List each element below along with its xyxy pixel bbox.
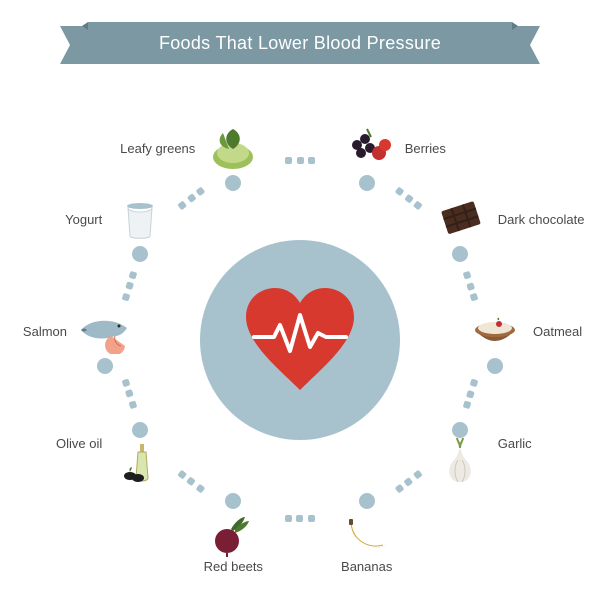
circular-diagram: Leafy greensBerriesDark chocolateOatmeal… — [0, 80, 600, 600]
dark-chocolate-icon — [430, 194, 490, 242]
ring-dot — [452, 422, 468, 438]
berries-icon — [337, 123, 397, 171]
page-title: Foods That Lower Blood Pressure — [88, 22, 512, 64]
connector-dots — [463, 378, 480, 409]
food-node-salmon: Salmon — [65, 306, 145, 374]
ring-dot — [487, 358, 503, 374]
bananas-icon — [337, 509, 397, 557]
food-label: Red beets — [204, 559, 263, 574]
ring-dot — [225, 493, 241, 509]
food-label: Leafy greens — [120, 141, 195, 156]
oatmeal-icon — [465, 306, 525, 354]
food-label: Olive oil — [56, 436, 102, 451]
food-node-garlic: Garlic — [420, 418, 500, 486]
ring-dot — [97, 358, 113, 374]
food-node-oatmeal: Oatmeal — [455, 306, 535, 374]
food-node-red-beets: Red beets — [193, 489, 273, 557]
food-label: Bananas — [341, 559, 392, 574]
connector-dots — [121, 378, 138, 409]
connector-dots — [121, 271, 138, 302]
ring-dot — [359, 175, 375, 191]
food-label: Yogurt — [65, 212, 102, 227]
red-beets-icon — [203, 509, 263, 557]
food-label: Berries — [405, 141, 446, 156]
food-node-olive-oil: Olive oil — [100, 418, 180, 486]
yogurt-icon — [110, 194, 170, 242]
garlic-icon — [430, 438, 490, 486]
ring-dot — [132, 246, 148, 262]
ring-dot — [132, 422, 148, 438]
food-label: Salmon — [23, 324, 67, 339]
ring-dot — [359, 493, 375, 509]
connector-dots — [285, 515, 315, 523]
food-label: Dark chocolate — [498, 212, 585, 227]
food-ring: Leafy greensBerriesDark chocolateOatmeal… — [0, 80, 600, 600]
salmon-icon — [75, 306, 135, 354]
ring-dot — [225, 175, 241, 191]
food-node-berries: Berries — [327, 123, 407, 191]
title-banner: Foods That Lower Blood Pressure — [60, 22, 540, 64]
food-node-yogurt: Yogurt — [100, 194, 180, 262]
food-label: Oatmeal — [533, 324, 582, 339]
olive-oil-icon — [110, 438, 170, 486]
food-label: Garlic — [498, 436, 532, 451]
leafy-greens-icon — [203, 123, 263, 171]
ring-dot — [452, 246, 468, 262]
food-node-dark-chocolate: Dark chocolate — [420, 194, 500, 262]
food-node-leafy-greens: Leafy greens — [193, 123, 273, 191]
connector-dots — [463, 271, 480, 302]
banner-ribbon-right — [512, 22, 540, 64]
food-node-bananas: Bananas — [327, 489, 407, 557]
connector-dots — [285, 157, 315, 165]
banner-ribbon-left — [60, 22, 88, 64]
